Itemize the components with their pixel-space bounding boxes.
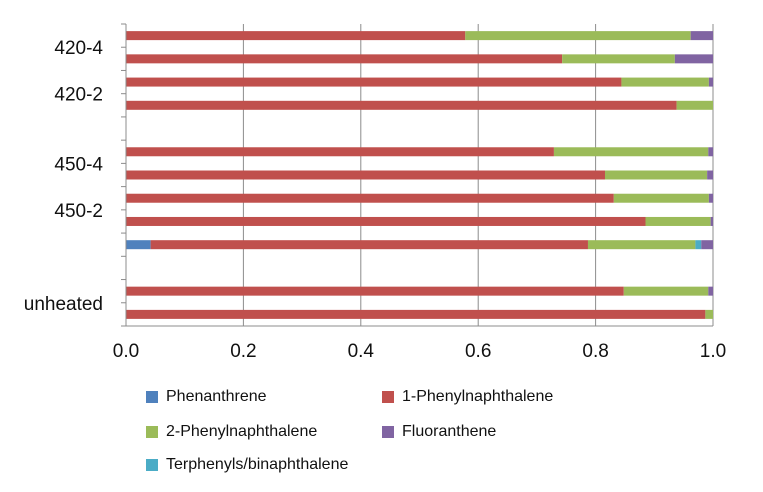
bar-row7-series4 [710, 216, 713, 226]
legend-item-1-phenylnaphthalene: 1-Phenylnaphthalene [382, 388, 553, 406]
bar-row8-series4 [701, 240, 713, 250]
x-tick-label-2: 0.4 [348, 341, 375, 362]
x-tick-label-0: 0.0 [113, 341, 139, 362]
bar-row4-series2 [553, 147, 709, 157]
bar-row0-series2 [465, 31, 691, 41]
category-label-2: 450-4 [54, 154, 103, 175]
bar-row5-series4 [707, 170, 713, 180]
legend-label-terphenyls-binaphthalene: Terphenyls/binaphthalene [166, 456, 349, 473]
legend: Phenanthrene 1-Phenylnaphthalene 2-Pheny… [146, 386, 746, 486]
bar-row7-series1 [126, 216, 646, 226]
x-tick-label-5: 1.0 [700, 341, 726, 362]
x-tick-label-4: 0.8 [582, 341, 608, 362]
bar-row9-series1 [126, 286, 624, 296]
bar-row8-series0 [126, 240, 151, 250]
bar-row0-series4 [690, 31, 713, 41]
bar-row6-series2 [613, 193, 709, 203]
bar-row8-series2 [587, 240, 696, 250]
y-category-labels: 420-4 420-2 450-4 450-2 unheated [24, 38, 104, 315]
legend-swatch-1-phenylnaphthalene [382, 391, 394, 403]
bar-row7-series2 [645, 216, 711, 226]
bars [126, 31, 713, 319]
legend-item-2-phenylnaphthalene: 2-Phenylnaphthalene [146, 423, 317, 441]
bar-row10-series2 [705, 309, 713, 319]
bar-row0-series1 [126, 31, 466, 41]
bar-row9-series4 [708, 286, 713, 296]
bar-row5-series1 [126, 170, 605, 180]
bar-row2-series2 [621, 77, 709, 87]
bar-row1-series1 [126, 54, 563, 64]
category-label-0: 420-4 [54, 38, 103, 59]
bar-row1-series4 [674, 54, 713, 64]
bar-row6-series1 [126, 193, 614, 203]
bar-row4-series1 [126, 147, 554, 157]
bar-row10-series1 [126, 309, 706, 319]
legend-item-fluoranthene: Fluoranthene [382, 423, 496, 441]
bar-row2-series4 [708, 77, 713, 87]
bar-row4-series4 [708, 147, 713, 157]
legend-swatch-terphenyls-binaphthalene [146, 459, 158, 471]
category-label-3: 450-2 [54, 201, 103, 222]
bar-row6-series4 [708, 193, 713, 203]
bar-row3-series1 [126, 100, 677, 110]
bar-row1-series2 [562, 54, 675, 64]
legend-item-phenanthrene: Phenanthrene [146, 388, 267, 406]
legend-swatch-2-phenylnaphthalene [146, 426, 158, 438]
axes [121, 23, 713, 327]
x-tick-labels: 0.0 0.2 0.4 0.6 0.8 1.0 [113, 341, 726, 362]
legend-swatch-fluoranthene [382, 426, 394, 438]
bar-row3-series2 [676, 100, 713, 110]
legend-label-phenanthrene: Phenanthrene [166, 388, 267, 405]
bar-row8-series3 [695, 240, 702, 250]
x-tick-label-1: 0.2 [230, 341, 256, 362]
x-tick-label-3: 0.6 [465, 341, 491, 362]
category-label-1: 420-2 [54, 85, 103, 106]
category-label-4: unheated [24, 294, 103, 315]
legend-item-terphenyls-binaphthalene: Terphenyls/binaphthalene [146, 456, 348, 474]
legend-swatch-phenanthrene [146, 391, 158, 403]
legend-label-fluoranthene: Fluoranthene [402, 423, 497, 440]
bar-row8-series1 [150, 240, 588, 250]
legend-label-2-phenylnaphthalene: 2-Phenylnaphthalene [166, 423, 318, 440]
bar-row5-series2 [604, 170, 708, 180]
legend-label-1-phenylnaphthalene: 1-Phenylnaphthalene [402, 388, 554, 405]
bar-row2-series1 [126, 77, 622, 87]
bar-row9-series2 [623, 286, 709, 296]
